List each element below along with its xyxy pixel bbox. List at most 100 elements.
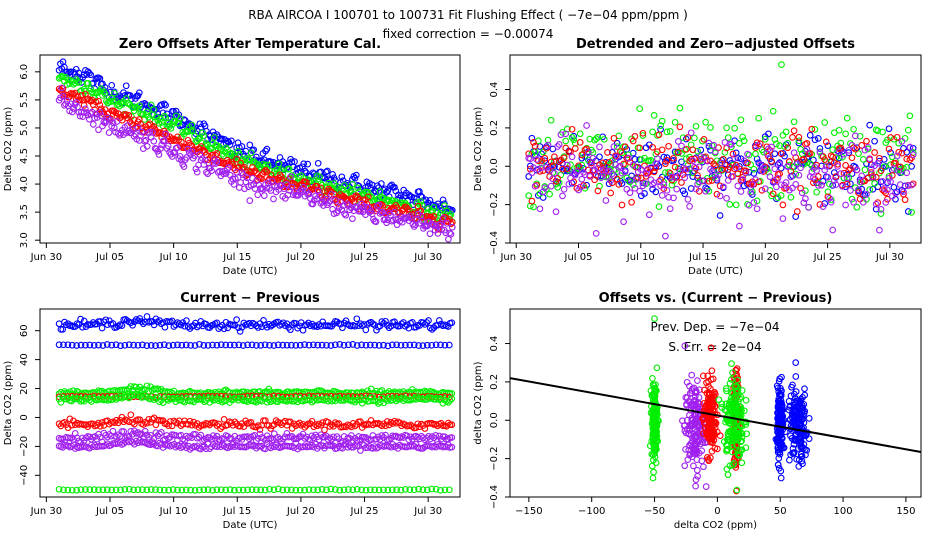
data-point xyxy=(739,174,746,181)
data-point xyxy=(748,191,756,198)
data-point xyxy=(847,165,854,172)
data-point xyxy=(834,160,841,168)
data-point xyxy=(718,159,726,167)
data-point xyxy=(768,157,775,165)
data-point xyxy=(359,196,367,204)
data-point xyxy=(731,124,738,132)
data-point xyxy=(557,131,565,139)
data-point xyxy=(267,171,275,179)
data-point xyxy=(546,166,553,174)
data-point xyxy=(658,146,666,154)
data-point xyxy=(538,150,545,158)
data-point xyxy=(826,162,833,169)
data-point xyxy=(233,316,240,323)
data-point xyxy=(761,185,769,193)
data-point xyxy=(855,150,862,157)
data-point xyxy=(761,135,769,143)
data-point xyxy=(665,193,672,201)
data-point xyxy=(567,161,574,169)
data-point xyxy=(309,200,317,208)
data-point xyxy=(554,183,561,191)
data-point xyxy=(769,107,777,115)
data-point xyxy=(708,367,716,375)
data-point xyxy=(563,161,571,169)
data-point xyxy=(82,87,89,95)
x-tick-label: Jul 25 xyxy=(813,252,842,263)
data-point xyxy=(447,220,455,228)
data-point xyxy=(763,150,771,157)
data-point xyxy=(688,371,696,379)
data-point xyxy=(242,155,250,162)
data-point xyxy=(774,175,782,182)
data-point xyxy=(544,141,552,149)
data-point xyxy=(699,137,706,145)
y-tick-label: 0 xyxy=(19,414,30,420)
data-point xyxy=(723,124,730,132)
data-point xyxy=(555,179,563,187)
data-point xyxy=(829,226,837,234)
x-tick-label: Jul 10 xyxy=(159,506,188,517)
data-point xyxy=(853,203,861,211)
data-point xyxy=(887,149,894,157)
data-point xyxy=(96,109,104,116)
data-point xyxy=(773,195,780,203)
plot-title: Offsets vs. (Current − Previous) xyxy=(599,291,833,306)
data-point xyxy=(824,142,832,150)
x-tick-label: Jul 15 xyxy=(688,252,717,263)
x-tick-label: Jul 20 xyxy=(286,252,315,263)
data-point xyxy=(893,133,901,141)
data-point xyxy=(715,167,722,174)
data-point xyxy=(342,211,350,219)
data-point xyxy=(438,226,446,233)
data-point xyxy=(737,116,745,124)
data-point xyxy=(716,212,724,219)
data-point xyxy=(592,230,600,237)
data-point xyxy=(175,119,183,127)
data-point xyxy=(278,173,285,181)
data-point xyxy=(367,207,375,215)
data-point xyxy=(225,164,233,171)
y-tick-label: −0.2 xyxy=(489,446,500,470)
y-tick-label: 60 xyxy=(19,324,30,337)
data-point xyxy=(429,221,436,228)
data-point xyxy=(325,199,333,206)
data-point xyxy=(691,134,698,142)
data-point xyxy=(554,143,561,150)
data-point xyxy=(805,415,813,422)
data-point xyxy=(755,142,763,149)
data-point xyxy=(896,163,904,171)
data-point xyxy=(555,141,563,148)
data-point xyxy=(797,164,804,172)
data-point xyxy=(821,119,829,126)
data-point xyxy=(647,156,655,164)
data-point xyxy=(554,175,561,182)
data-point xyxy=(903,148,911,156)
data-point xyxy=(673,185,681,193)
data-point xyxy=(125,111,133,119)
data-point xyxy=(840,174,848,182)
data-point xyxy=(443,220,451,227)
data-point xyxy=(391,183,398,191)
data-point xyxy=(671,174,679,181)
data-point xyxy=(719,183,727,191)
data-point xyxy=(843,114,851,122)
data-point xyxy=(233,155,240,163)
data-point xyxy=(848,154,856,162)
data-point xyxy=(623,185,631,193)
data-point xyxy=(193,168,201,176)
data-point xyxy=(618,169,626,177)
data-point xyxy=(59,73,67,80)
data-point xyxy=(771,150,779,158)
data-point xyxy=(732,201,740,209)
data-point xyxy=(345,181,352,189)
y-axis-label: Delta CO2 (ppm) xyxy=(3,361,14,446)
data-point xyxy=(789,134,796,141)
data-point xyxy=(723,194,730,202)
data-point xyxy=(908,163,915,170)
data-point xyxy=(776,160,783,167)
data-point xyxy=(108,81,116,89)
data-point xyxy=(824,193,832,201)
data-point xyxy=(694,180,701,188)
x-tick-label: Jul 30 xyxy=(413,252,442,263)
data-point xyxy=(366,194,373,202)
